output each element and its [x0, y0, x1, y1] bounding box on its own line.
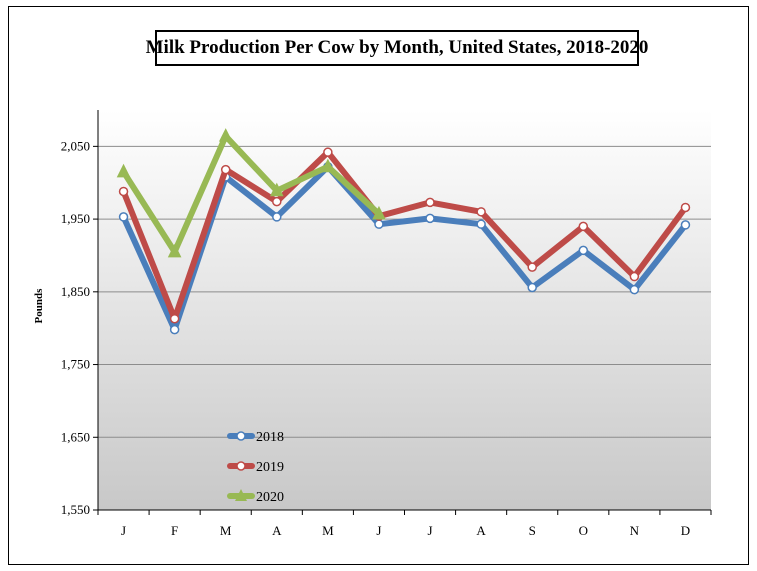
series-2018-point — [527, 282, 537, 293]
series-2019-line — [120, 149, 689, 322]
x-tick-label: M — [322, 523, 334, 538]
series-2018-point — [169, 324, 180, 335]
series-2019-point — [220, 164, 231, 175]
series-2018-point — [680, 220, 691, 230]
series-2018-point — [476, 219, 486, 229]
series-2020-point — [321, 158, 335, 173]
x-tick-label: J — [428, 523, 433, 538]
legend-2018: 2018 — [227, 430, 284, 445]
series-2019-point — [476, 207, 486, 217]
series-2019-point — [527, 262, 537, 272]
series-2019-point — [323, 147, 333, 157]
series-2018-point — [425, 213, 435, 224]
series-2020-point — [116, 163, 131, 178]
series-2019-point — [425, 197, 435, 208]
legend-2019: 2019 — [227, 460, 284, 475]
legend-2020-label: 2020 — [256, 490, 284, 505]
series-2020-point — [167, 243, 182, 258]
y-tick-label: 1,750 — [61, 357, 90, 372]
series-2020 — [116, 128, 386, 258]
x-tick-label: O — [579, 523, 588, 538]
x-tick-label: A — [272, 523, 282, 538]
plot-area — [98, 110, 711, 510]
legend-2019-label: 2019 — [256, 460, 284, 475]
x-tick-label: S — [529, 523, 536, 538]
series-2020-line — [120, 133, 382, 255]
y-tick-label: 1,950 — [61, 211, 90, 226]
series-2019-point — [680, 202, 691, 213]
series-2018-point — [118, 212, 129, 222]
series-2019 — [118, 147, 691, 324]
series-2019-point — [629, 271, 640, 282]
legend-2020: 2020 — [227, 489, 284, 505]
series-2020-point — [372, 205, 386, 220]
series-2018-point — [629, 284, 640, 295]
series-2019-point — [578, 221, 589, 232]
y-tick-label: 1,650 — [61, 429, 90, 444]
axes: 1,550 1,650 1,750 1,850 1,950 2,050 J F M A M J J A S O… — [61, 110, 712, 538]
legend-2020-marker — [235, 489, 247, 501]
series-2019-point — [272, 196, 282, 207]
chart-title: Milk Production Per Cow by Month, United… — [146, 30, 648, 66]
y-tick-label: 2,050 — [61, 138, 90, 153]
x-tick-label: M — [220, 523, 232, 538]
series-2020-point — [269, 182, 284, 197]
y-tick-label: 1,850 — [61, 284, 90, 299]
series-2018-point — [578, 245, 589, 256]
y-tick-label: 1,550 — [61, 502, 90, 517]
x-tick-label: A — [476, 523, 486, 538]
legend: 2018 2019 2020 — [227, 430, 284, 505]
series-layer — [116, 128, 691, 335]
x-tick-label: D — [681, 523, 690, 538]
x-tick-label: J — [376, 523, 381, 538]
series-2018-point — [272, 212, 282, 222]
legend-2019-marker — [236, 461, 246, 471]
series-2018-point — [374, 219, 384, 229]
legend-2018-marker — [236, 431, 246, 441]
x-tick-label: N — [630, 523, 640, 538]
series-2019-point — [169, 313, 180, 324]
legend-2018-label: 2018 — [256, 430, 284, 445]
series-2019-point — [118, 186, 129, 197]
x-tick-label: F — [171, 523, 178, 538]
x-tick-label: J — [121, 523, 126, 538]
series-2020-point — [218, 128, 233, 142]
